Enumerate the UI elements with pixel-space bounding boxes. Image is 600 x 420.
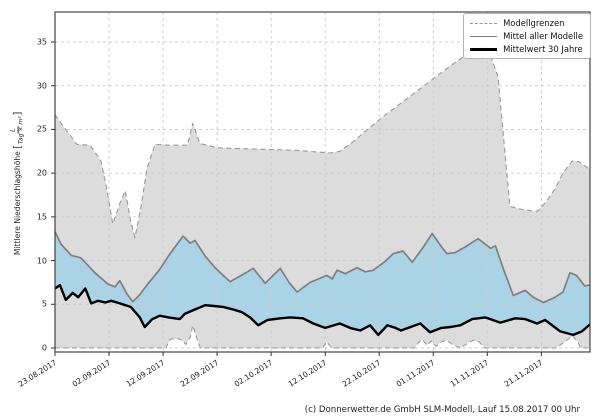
legend-item-mittel-aller-modelle: Mittel aller Modelle: [470, 31, 583, 41]
mean-vs-climate-band: [55, 231, 590, 335]
y-tick-label: 15: [36, 212, 47, 222]
unit-open-bracket: [: [12, 145, 24, 149]
y-tick-label: 25: [36, 124, 47, 134]
y-tick-label: 30: [36, 81, 47, 91]
series-line-mean-models: [55, 231, 590, 304]
legend-item-modellgrenzen: Modellgrenzen: [470, 18, 583, 28]
y-tick-label: 10: [36, 256, 47, 266]
chart-legend: Modellgrenzen Mittel aller Modelle Mitte…: [463, 13, 591, 59]
y-tick-label: 5: [41, 299, 47, 309]
legend-label: Mittelwert 30 Jahre: [503, 44, 583, 54]
plot-frame: [54, 11, 591, 353]
dashed-line-sample-icon: [470, 22, 498, 24]
y-tick-label: 35: [36, 37, 47, 47]
series-line-model-max: [55, 45, 590, 239]
legend-label: Mittel aller Modelle: [503, 31, 583, 41]
y-tick-label: 0: [41, 343, 47, 353]
y-tick-label: 20: [36, 168, 47, 178]
black-line-sample-icon: [470, 47, 498, 51]
gray-line-sample-icon: [470, 35, 498, 37]
series-line-mean-30y: [55, 283, 590, 337]
unit-close-bracket: ]: [12, 111, 24, 116]
copyright-caption: (c) Donnerwetter.de GmbH SLM-Modell, Lau…: [304, 405, 580, 415]
legend-label: Modellgrenzen: [503, 18, 565, 28]
legend-item-mittelwert-30-jahre: Mittelwert 30 Jahre: [470, 44, 583, 54]
y-axis-label-text: Mittlere Niederschlagshöhe: [13, 151, 22, 256]
